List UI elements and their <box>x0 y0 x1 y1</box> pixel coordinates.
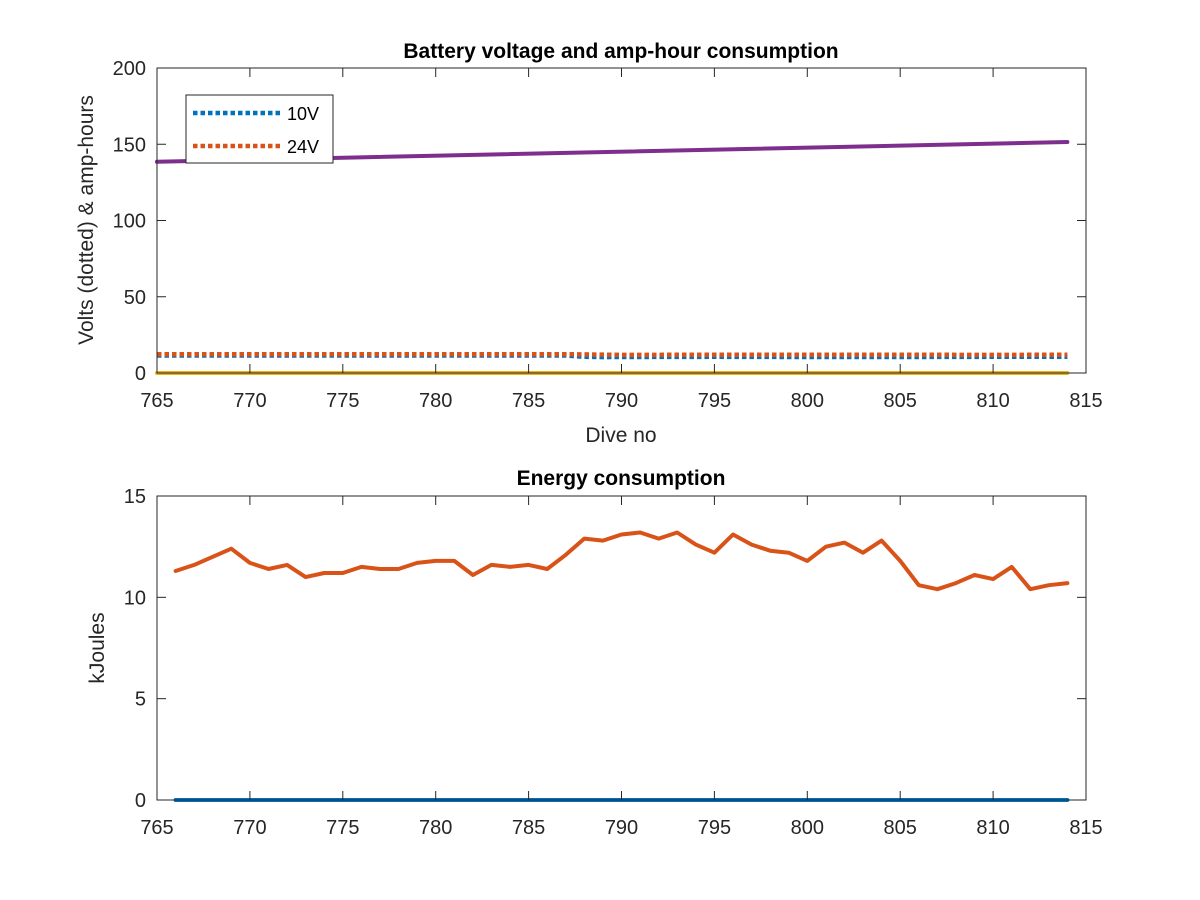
y-tick-label: 15 <box>124 486 146 508</box>
y-tick-label: 0 <box>135 363 146 385</box>
x-tick-label: 775 <box>326 390 359 412</box>
x-tick-label: 810 <box>976 390 1009 412</box>
x-tick-label: 780 <box>419 390 452 412</box>
x-tick-label: 785 <box>512 390 545 412</box>
legend-label-24v: 24V <box>287 137 319 157</box>
energy-consumption-panel: 765 770 775 780 785 790 795 800 805 810 815051015 … <box>86 467 1103 839</box>
plot-area <box>157 496 1086 800</box>
x-tick-label: 795 <box>698 817 731 839</box>
x-axis-label: Dive no <box>585 424 656 447</box>
x-tick-label: 800 <box>791 817 824 839</box>
y-tick-label: 200 <box>113 58 146 80</box>
tick-labels: 765 770 775 780 785 790 795 800 805 810 815 0 5 10 15 <box>124 486 1103 839</box>
axes-frame <box>156 495 1087 801</box>
legend-label-10v: 10V <box>287 104 319 124</box>
chart-title: Energy consumption <box>517 467 726 490</box>
axes-frame <box>156 67 1087 374</box>
x-tick-label: 810 <box>976 817 1009 839</box>
y-axis-label: Volts (dotted) & amp-hours <box>75 95 98 345</box>
x-tick-label: 815 <box>1069 817 1102 839</box>
battery-voltage-panel: 765 770 775 780 785 790 795 800 805 810 815 0 50 100 1… <box>75 40 1103 447</box>
series-line-24v <box>157 351 1068 358</box>
x-tick-label: 795 <box>698 390 731 412</box>
legend-box <box>185 94 334 164</box>
legend: 10V 24V <box>185 94 334 164</box>
y-tick-label: 5 <box>135 689 146 711</box>
x-tick-label: 765 <box>140 390 173 412</box>
chart-title: Battery voltage and amp-hour consumption <box>403 40 838 63</box>
y-tick-label: 50 <box>124 287 146 309</box>
series-line-1 <box>173 530 1070 592</box>
x-tick-label: 800 <box>791 390 824 412</box>
y-axis-label: kJoules <box>86 612 109 683</box>
x-tick-label: 770 <box>233 817 266 839</box>
x-tick-label: 790 <box>605 390 638 412</box>
x-tick-label: 785 <box>512 817 545 839</box>
x-tick-label: 770 <box>233 390 266 412</box>
x-tick-label: 765 <box>140 817 173 839</box>
x-tick-label: 815 <box>1069 390 1102 412</box>
y-tick-label: 100 <box>113 211 146 233</box>
x-tick-label: 780 <box>419 817 452 839</box>
tick-labels: 765 770 775 780 785 790 795 800 805 810 815 0 50 100 1… <box>113 58 1103 412</box>
x-tick-label: 775 <box>326 817 359 839</box>
x-tick-label: 805 <box>884 390 917 412</box>
x-tick-label: 790 <box>605 817 638 839</box>
y-tick-label: 0 <box>135 790 146 812</box>
y-tick-label: 150 <box>113 134 146 156</box>
y-tick-label: 10 <box>124 587 146 609</box>
x-tick-label: 805 <box>884 817 917 839</box>
